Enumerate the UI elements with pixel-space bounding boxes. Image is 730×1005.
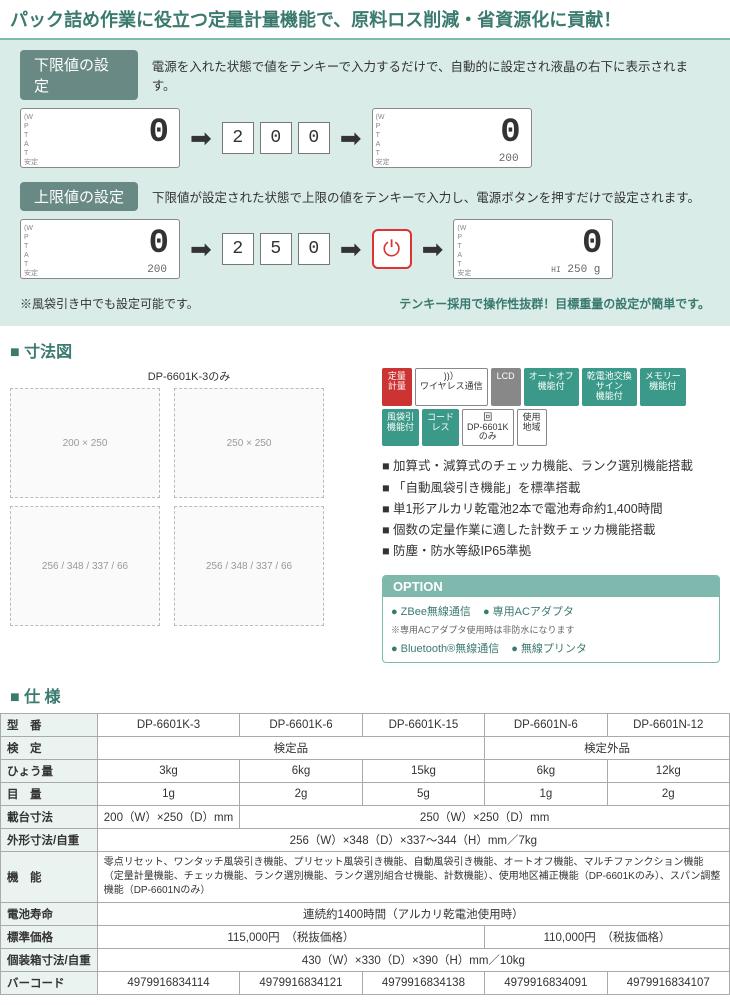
feature-item: 防塵・防水等級IP65準拠 [382,541,720,562]
lower-limit-label: 下限値の設定 [20,50,138,100]
arrow-icon: ➡ [340,234,362,265]
option-item: ZBee無線通信 [391,603,471,619]
arrow-icon: ➡ [422,234,444,265]
option-item: Bluetooth®無線通信 [391,640,499,656]
feature-item: 単1形アルカリ乾電池2本で電池寿命約1,400時間 [382,499,720,520]
key[interactable]: 2 [222,233,254,265]
feature-item: 「自動風袋引き機能」を標準搭載 [382,478,720,499]
note-tare: ※風袋引き中でも設定可能です。 [20,295,199,312]
lcd-display: (WPTAT安定 0 200 [372,108,532,168]
upper-limit-desc: 下限値が設定された状態で上限の値をテンキーで入力し、電源ボタンを押すだけで設定さ… [152,187,700,206]
key-0b[interactable]: 0 [298,122,330,154]
spec-table: 型 番 DP-6601K-3DP-6601K-6DP-6601K-15DP-66… [0,713,730,995]
option-item: 専用ACアダプタ [483,603,574,619]
note-tenkey: テンキー採用で操作性抜群！目標重量の設定が簡単です。 [399,295,710,312]
keypad: 2 0 0 [222,122,330,154]
upper-limit-flow: (WPTAT安定 0 200 ➡ 2 5 0 ➡ ⏻ ➡ (WPTAT安定 0 … [20,219,710,279]
key[interactable]: 0 [298,233,330,265]
page-title: パック詰め作業に役立つ定量計量機能で、原料ロス削減・省資源化に貢献！ [0,0,730,40]
feature-item: 個数の定量作業に適した計数チェッカ機能搭載 [382,520,720,541]
setting-section: 下限値の設定 電源を入れた状態で値をテンキーで入力するだけで、自動的に設定され液… [0,40,730,326]
arrow-icon: ➡ [340,123,362,154]
key-2[interactable]: 2 [222,122,254,154]
badge: LCD [491,368,521,406]
power-button[interactable]: ⏻ [372,229,412,269]
badge: ))）ワイヤレス通信 [415,368,488,406]
option-box: OPTION ZBee無線通信専用ACアダプタ※専用ACアダプタ使用時は非防水に… [382,575,720,663]
spec-title: 仕 様 [0,671,730,713]
badge: 風袋引機能付 [382,409,419,447]
dimension-diagrams: DP-6601K-3のみ 200 × 250 250 × 250 256 / 3… [10,368,368,663]
feature-item: 加算式・減算式のチェッカ機能、ランク選別機能搭載 [382,456,720,477]
upper-limit-label: 上限値の設定 [20,182,138,211]
arrow-icon: ➡ [190,123,212,154]
lcd-display: (WPTAT安定 0 HI 250 g [453,219,613,279]
badge: コードレス [422,409,459,447]
option-item: 無線プリンタ [511,640,587,656]
lcd-display: (WPTAT安定 0 200 [20,219,180,279]
dimensions-title: 寸法図 [0,326,730,368]
feature-list: 加算式・減算式のチェッカ機能、ランク選別機能搭載「自動風袋引き機能」を標準搭載単… [382,456,720,562]
lower-limit-flow: (WPTAT安定 0 ➡ 2 0 0 ➡ (WPTAT安定 0 200 [20,108,710,168]
key[interactable]: 5 [260,233,292,265]
feature-badges: 定量計量))）ワイヤレス通信LCDオートオフ機能付乾電池交換サイン機能付メモリー… [382,368,720,446]
badge: 乾電池交換サイン機能付 [582,368,637,406]
keypad: 2 5 0 [222,233,330,265]
lower-limit-desc: 電源を入れた状態で値をテンキーで入力するだけで、自動的に設定され液晶の右下に表示… [152,56,710,94]
badge: オートオフ機能付 [524,368,579,406]
key-0[interactable]: 0 [260,122,292,154]
badge: 回DP-6601Kのみ [462,409,514,447]
badge: 使用地域 [517,409,547,447]
lcd-display: (WPTAT安定 0 [20,108,180,168]
badge: 定量計量 [382,368,412,406]
arrow-icon: ➡ [190,234,212,265]
badge: メモリー機能付 [640,368,686,406]
